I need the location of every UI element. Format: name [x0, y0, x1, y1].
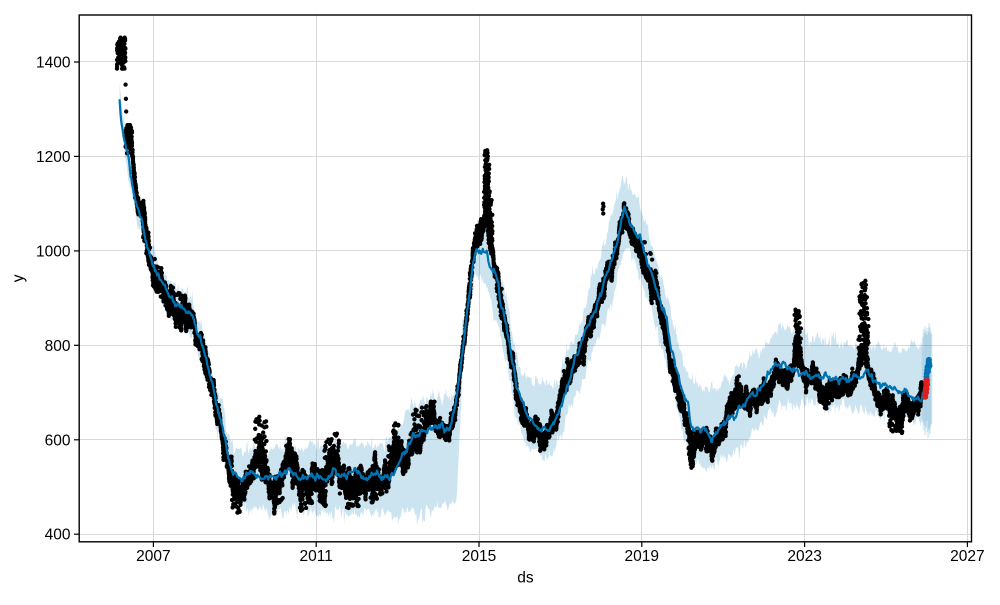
svg-text:1400: 1400	[36, 55, 71, 72]
svg-text:600: 600	[45, 432, 71, 449]
svg-text:2015: 2015	[462, 548, 496, 565]
svg-text:2007: 2007	[136, 548, 170, 565]
svg-text:400: 400	[45, 527, 71, 544]
svg-text:ds: ds	[517, 570, 534, 587]
svg-text:2011: 2011	[300, 548, 333, 565]
svg-text:y: y	[10, 274, 27, 282]
svg-text:2019: 2019	[625, 548, 659, 565]
svg-text:1000: 1000	[36, 243, 71, 260]
svg-text:2027: 2027	[950, 548, 984, 565]
svg-text:1200: 1200	[36, 149, 71, 166]
svg-text:2023: 2023	[787, 548, 821, 565]
svg-text:800: 800	[45, 338, 71, 355]
